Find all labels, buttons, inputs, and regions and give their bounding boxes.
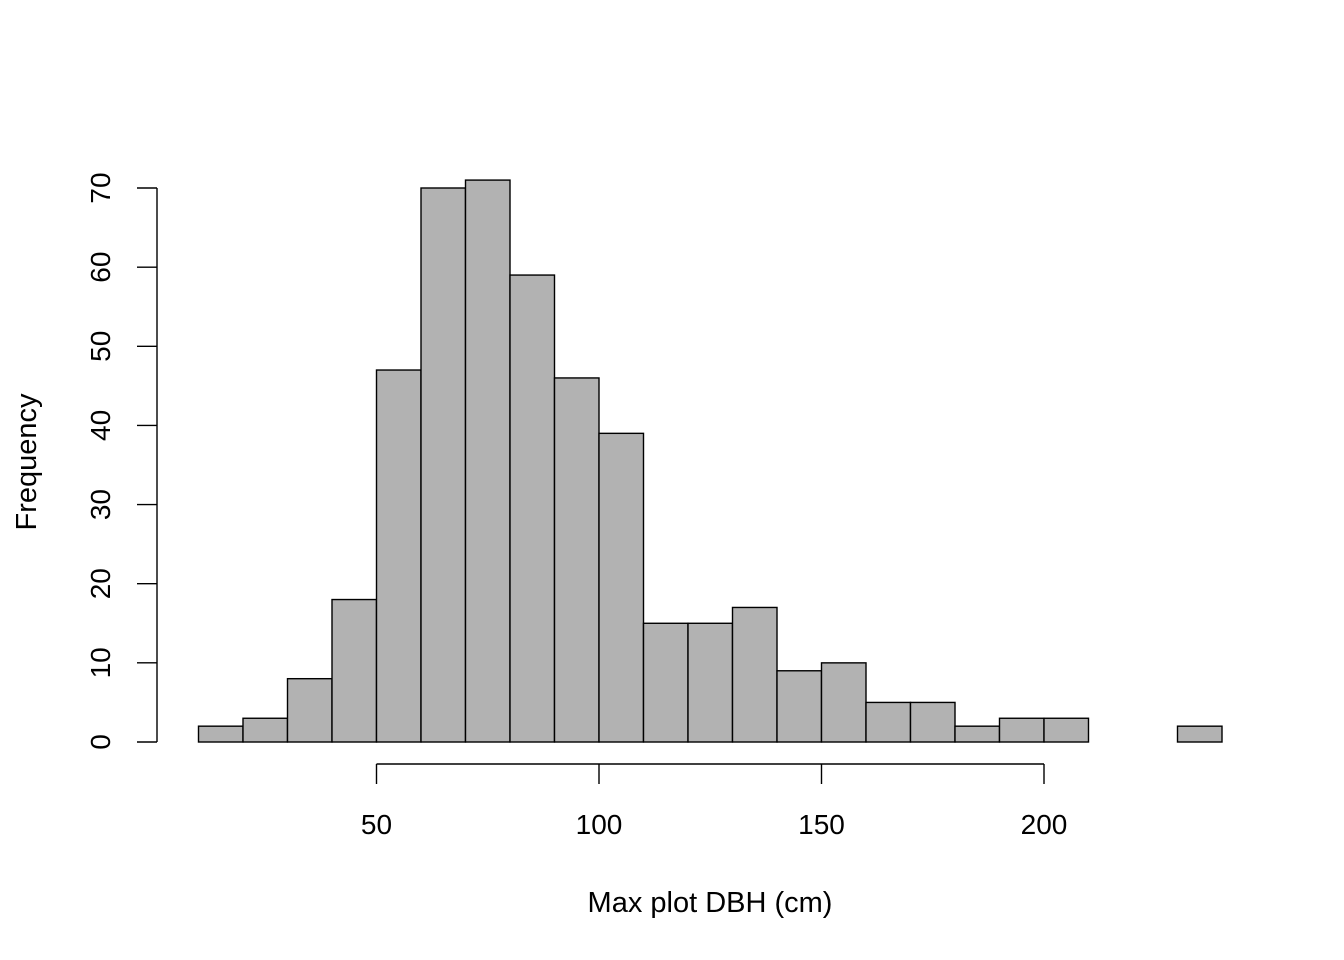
histogram-bar: [954, 725, 1001, 743]
histogram-bar: [375, 369, 422, 743]
histogram-bar: [242, 717, 289, 743]
y-tick-label: 20: [85, 568, 116, 599]
histogram-bar: [286, 677, 333, 743]
y-tick-label: 70: [85, 172, 116, 203]
histogram-bar: [731, 606, 778, 743]
y-axis-title: Frequency: [11, 393, 43, 531]
histogram-bar: [1176, 725, 1223, 743]
y-tick-label: 10: [85, 647, 116, 678]
x-tick-label: 100: [576, 809, 623, 840]
x-tick-label: 50: [361, 809, 392, 840]
histogram-bar: [509, 274, 556, 743]
y-tick-label: 30: [85, 489, 116, 520]
x-axis-title: Max plot DBH (cm): [588, 887, 833, 919]
y-tick-label: 0: [85, 734, 116, 750]
histogram-bar: [464, 179, 511, 743]
histogram-bar: [598, 432, 645, 743]
histogram-bar: [909, 701, 956, 743]
y-tick-label: 60: [85, 252, 116, 283]
x-tick-label: 150: [798, 809, 845, 840]
histogram-bar: [998, 717, 1045, 743]
y-axis: 0 10 20 30 40 50 60 70: [85, 172, 158, 750]
histogram-bar: [687, 622, 734, 743]
histogram-bar: [420, 187, 467, 743]
histogram-bar: [331, 598, 378, 743]
histogram-bar: [865, 701, 912, 743]
histogram-bar: [776, 670, 823, 743]
histogram-bars: [197, 179, 1223, 743]
y-tick-label: 50: [85, 331, 116, 362]
histogram-bar: [197, 725, 244, 743]
x-axis: 50 100 150 200: [361, 763, 1068, 840]
histogram-bar: [642, 622, 689, 743]
histogram-bar: [820, 662, 867, 743]
histogram-bar: [1043, 717, 1090, 743]
x-tick-label: 200: [1021, 809, 1068, 840]
histogram-bar: [553, 377, 600, 743]
y-tick-label: 40: [85, 410, 116, 441]
